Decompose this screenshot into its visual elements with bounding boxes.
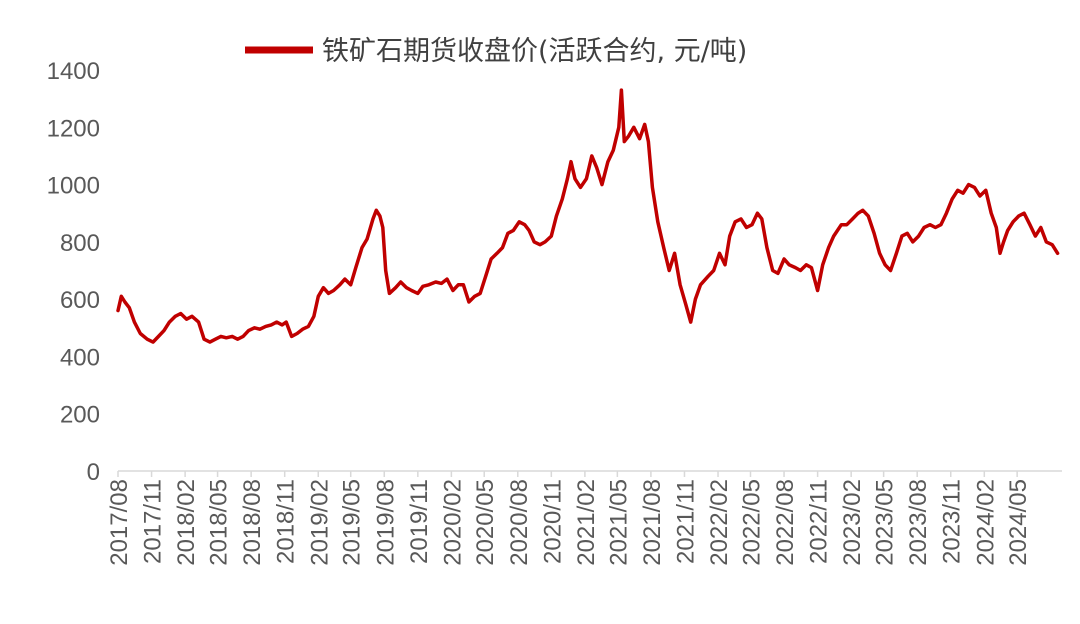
series-line — [116, 88, 1060, 344]
x-tick-label: 2022/11 — [806, 479, 833, 564]
y-tick-label: 1400 — [47, 58, 100, 85]
plot-area — [116, 88, 1060, 344]
x-tick-label: 2017/08 — [106, 479, 133, 566]
x-tick-label: 2018/11 — [273, 479, 300, 564]
legend-label: 铁矿石期货收盘价(活跃合约, 元/吨) — [322, 36, 747, 67]
x-tick-label: 2020/02 — [439, 479, 466, 566]
x-tick-label: 2018/08 — [239, 479, 266, 566]
x-tick-label: 2024/05 — [1005, 479, 1032, 566]
x-tick-label: 2021/05 — [605, 479, 632, 566]
y-tick-label: 400 — [60, 344, 100, 371]
x-tick-label: 2020/08 — [506, 479, 533, 566]
x-tick-label: 2022/05 — [738, 479, 765, 566]
x-tick-label: 2019/11 — [406, 479, 433, 564]
x-tick-label: 2022/02 — [706, 479, 733, 566]
x-tick-label: 2024/02 — [972, 479, 999, 566]
x-axis: 2017/08 2017/11 2018/02 2018/05 2018/08 2018/… — [106, 470, 1062, 566]
y-tick-label: 1000 — [47, 173, 100, 200]
legend: 铁矿石期货收盘价(活跃合约, 元/吨) — [245, 36, 747, 67]
x-tick-label: 2021/08 — [639, 479, 666, 566]
x-tick-label: 2023/11 — [939, 479, 966, 564]
y-axis: 0 200 400 600 800 1000 1200 1400 — [47, 58, 100, 486]
x-tick-label: 2019/02 — [306, 479, 333, 566]
y-tick-label: 800 — [60, 230, 100, 257]
x-tick-label: 2018/02 — [173, 479, 200, 566]
x-tick-label: 2022/08 — [772, 479, 799, 566]
x-tick-label: 2020/05 — [472, 479, 499, 566]
x-tick-label: 2023/05 — [872, 479, 899, 566]
y-tick-label: 1200 — [47, 115, 100, 142]
x-tick-label: 2019/08 — [372, 479, 399, 566]
x-tick-label: 2021/02 — [573, 479, 600, 566]
x-tick-label: 2023/02 — [839, 479, 866, 566]
x-tick-label: 2023/08 — [905, 479, 932, 566]
y-tick-label: 200 — [60, 402, 100, 429]
x-tick-label: 2017/11 — [140, 479, 167, 564]
x-tick-label: 2021/11 — [672, 479, 699, 564]
y-tick-label: 600 — [60, 287, 100, 314]
y-tick-label: 0 — [87, 459, 100, 486]
x-tick-label: 2018/05 — [206, 479, 233, 566]
x-tick-label: 2019/05 — [339, 479, 366, 566]
x-tick-label: 2020/11 — [539, 479, 566, 564]
